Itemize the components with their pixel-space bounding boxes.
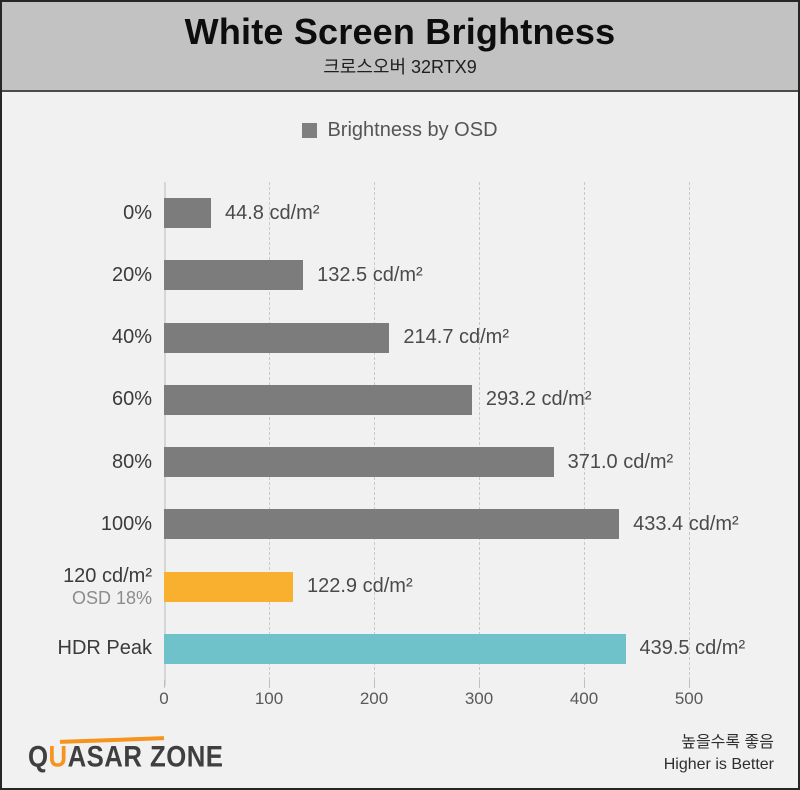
footer-note-korean: 높을수록 좋음 <box>681 734 774 751</box>
category-label-text: 100% <box>100 512 152 535</box>
bar <box>164 571 293 602</box>
category-label: 120 cd/m² OSD 18% <box>2 565 152 609</box>
legend-label: Brightness by OSD <box>327 118 498 141</box>
bar-area: 122.9 cd/m² <box>164 571 798 602</box>
bar-area: 44.8 cd/m² <box>164 198 798 229</box>
category-label: 80% <box>2 451 152 474</box>
bar-area: 439.5 cd/m² <box>164 633 798 664</box>
bar-chart: 0% 44.8 cd/m² 20% 132.5 cd/m² 40% 214.7 cd/m²… <box>2 182 798 686</box>
category-label: 40% <box>2 326 152 349</box>
gridline-400 <box>584 182 585 680</box>
gridline-100 <box>269 182 270 680</box>
value-label: 439.5 cd/m² <box>639 637 746 660</box>
quasarzone-logo: QUASAR ZONE <box>28 734 240 774</box>
category-label: HDR Peak <box>2 637 152 660</box>
x-tick-mark <box>164 680 165 688</box>
bar-area: 132.5 cd/m² <box>164 260 798 291</box>
header: White Screen Brightness 크로스오버 32RTX9 <box>2 2 798 92</box>
category-sublabel: OSD 18% <box>71 587 152 608</box>
bar-row: 100% 433.4 cd/m² <box>2 493 798 555</box>
value-label: 122.9 cd/m² <box>307 575 413 598</box>
bar-row: 80% 371.0 cd/m² <box>2 431 798 493</box>
bar-row: 40% 214.7 cd/m² <box>2 307 798 369</box>
logo-part-rest: ASAR ZONE <box>67 739 224 773</box>
bar-area: 371.0 cd/m² <box>164 447 798 478</box>
y-axis-line <box>164 182 166 686</box>
footer: QUASAR ZONE 높을수록 좋음 Higher is Better <box>2 732 798 775</box>
bar <box>164 322 390 353</box>
x-tick-label: 200 <box>359 689 389 708</box>
category-label: 20% <box>2 264 152 287</box>
x-tick-mark <box>689 680 690 688</box>
bar <box>164 260 304 291</box>
gridline-500 <box>689 182 690 680</box>
bar-row: HDR Peak 439.5 cd/m² <box>2 618 798 680</box>
category-label-text: 40% <box>111 326 152 349</box>
bar-area: 433.4 cd/m² <box>164 509 798 540</box>
footer-note: 높을수록 좋음 Higher is Better <box>664 732 774 775</box>
x-axis: 0 100 200 300 400 500 <box>2 680 798 716</box>
bar <box>164 384 472 415</box>
footer-note-english: Higher is Better <box>663 755 774 773</box>
x-tick-mark <box>269 680 270 688</box>
value-label: 132.5 cd/m² <box>317 263 423 286</box>
gridline-300 <box>479 182 480 680</box>
value-label: 214.7 cd/m² <box>403 326 509 349</box>
logo-part-u: U <box>48 739 68 773</box>
category-label-text: 120 cd/m² <box>63 564 152 587</box>
category-label: 100% <box>2 513 152 536</box>
x-tick-mark <box>374 680 375 688</box>
page-subtitle: 크로스오버 32RTX9 <box>323 57 477 78</box>
chart-rows: 0% 44.8 cd/m² 20% 132.5 cd/m² 40% 214.7 cd/m²… <box>2 182 798 680</box>
x-tick-label: 300 <box>464 689 494 708</box>
page-title: White Screen Brightness <box>184 11 616 52</box>
bar <box>164 509 620 540</box>
value-label: 433.4 cd/m² <box>633 512 739 535</box>
bar-row: 60% 293.2 cd/m² <box>2 369 798 431</box>
legend: Brightness by OSD <box>2 118 798 142</box>
x-tick-label: 400 <box>569 689 599 708</box>
bar-row: 120 cd/m² OSD 18% 122.9 cd/m² <box>2 556 798 618</box>
gridline-200 <box>374 182 375 680</box>
logo-part-q: Q <box>28 739 49 773</box>
category-label-text: 80% <box>111 450 152 473</box>
category-label-text: 0% <box>123 201 152 224</box>
bar-row: 0% 44.8 cd/m² <box>2 182 798 244</box>
x-tick-label: 500 <box>674 689 704 708</box>
category-label-text: HDR Peak <box>57 637 152 660</box>
value-label: 293.2 cd/m² <box>485 388 592 411</box>
bar-area: 293.2 cd/m² <box>164 384 798 415</box>
category-label: 0% <box>2 202 152 225</box>
bar <box>164 198 211 229</box>
x-tick-label: 0 <box>159 689 169 708</box>
bar <box>164 447 554 478</box>
category-label: 60% <box>2 388 152 411</box>
category-label-text: 20% <box>111 263 152 286</box>
value-label: 44.8 cd/m² <box>225 201 320 224</box>
value-label: 371.0 cd/m² <box>567 450 674 473</box>
category-label-text: 60% <box>111 388 152 411</box>
bar-row: 20% 132.5 cd/m² <box>2 244 798 306</box>
legend-swatch-icon <box>302 122 318 138</box>
x-tick-mark <box>479 680 480 688</box>
logo-text: QUASAR ZONE <box>28 740 223 774</box>
bar <box>164 633 626 664</box>
x-tick-mark <box>584 680 585 688</box>
bar-area: 214.7 cd/m² <box>164 322 798 353</box>
x-tick-label: 100 <box>254 689 284 708</box>
